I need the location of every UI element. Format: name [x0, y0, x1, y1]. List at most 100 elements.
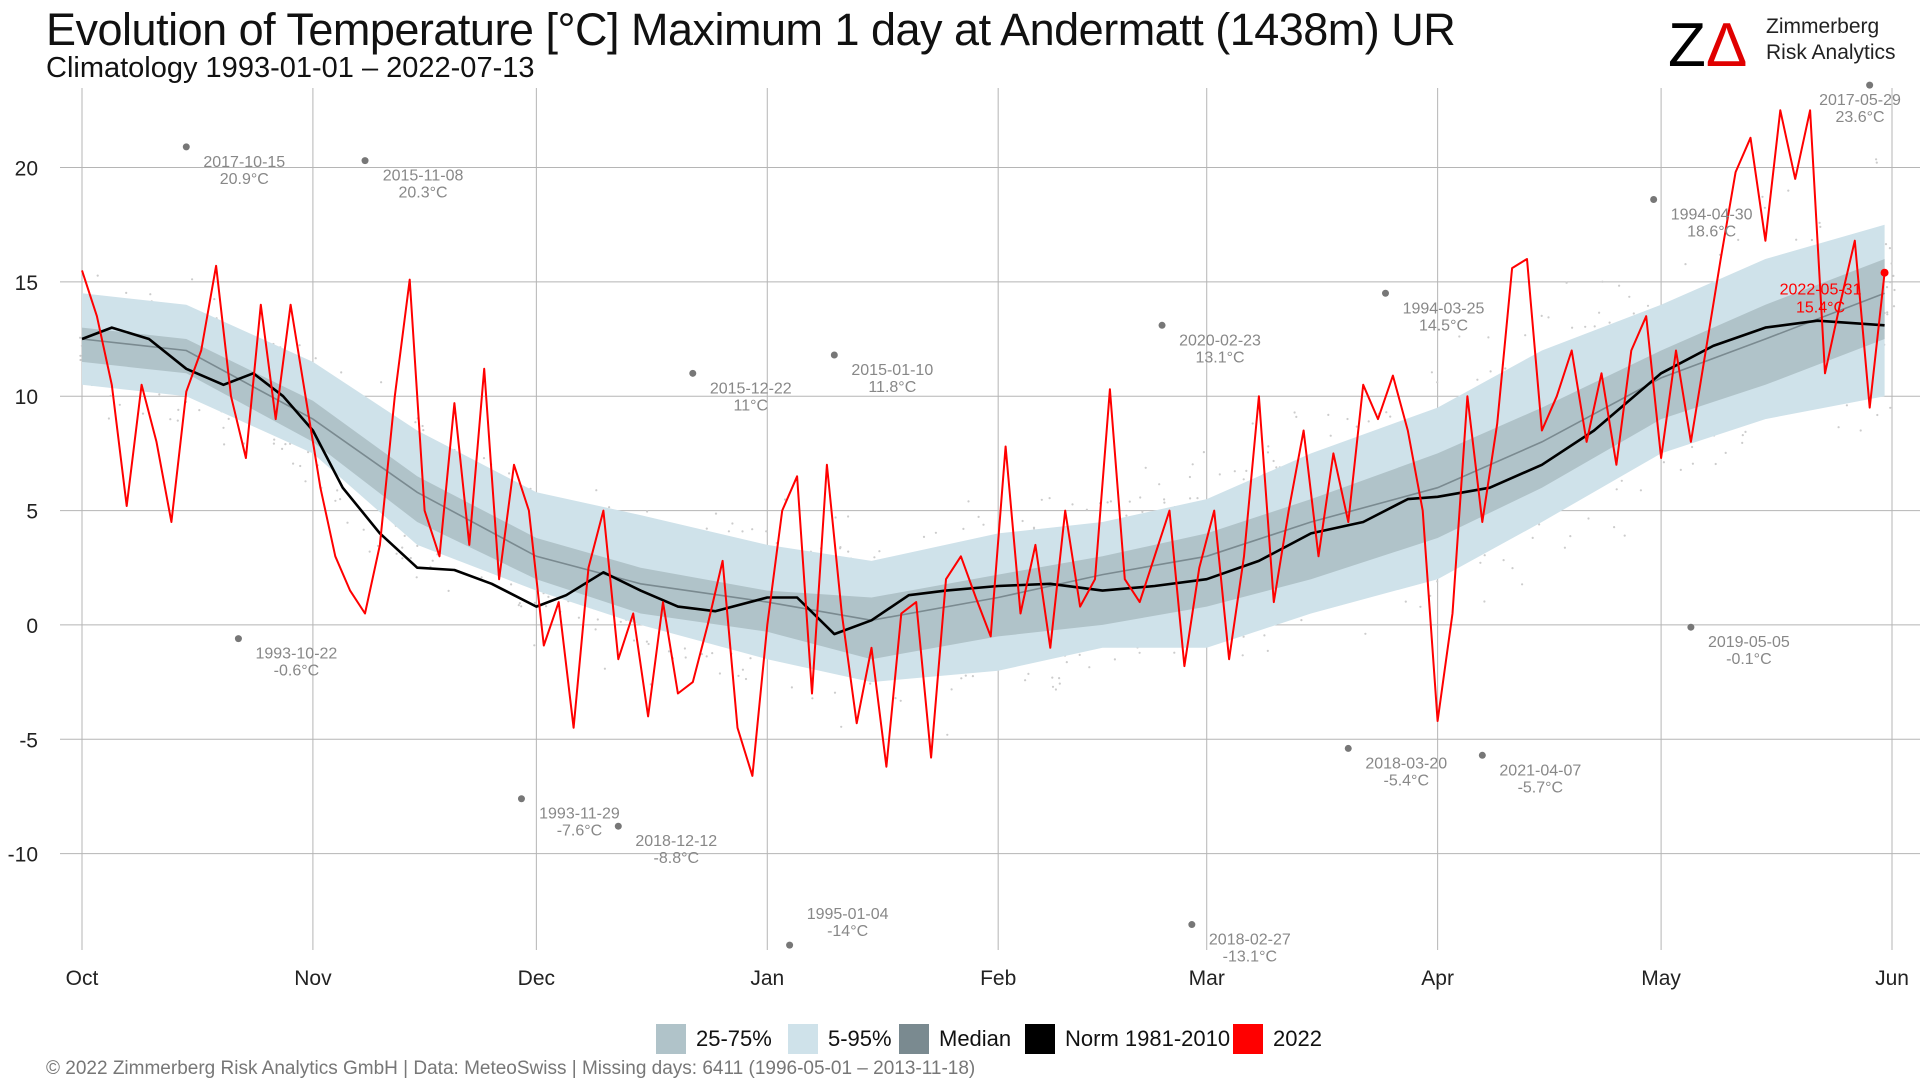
scatter-point: [1889, 406, 1892, 409]
scatter-point: [1364, 632, 1367, 635]
legend-label: Norm 1981-2010: [1065, 1026, 1231, 1051]
scatter-point: [177, 408, 180, 411]
record-date-label: 2019-05-05: [1708, 634, 1790, 651]
scatter-point: [1584, 325, 1587, 328]
scatter-point: [1714, 462, 1717, 466]
scatter-point: [409, 556, 412, 560]
scatter-point: [1598, 311, 1601, 314]
scatter-point: [1173, 651, 1176, 654]
scatter-point: [401, 546, 404, 549]
record-date-label: 2015-12-22: [710, 380, 792, 397]
scatter-point: [307, 451, 310, 454]
record-point: [1344, 744, 1352, 752]
y-tick-label: -10: [8, 844, 38, 867]
legend-label: 5-95%: [828, 1026, 892, 1051]
x-tick-label: Jun: [1875, 967, 1909, 990]
scatter-point: [1058, 677, 1061, 680]
legend-item: 2022: [1233, 1022, 1322, 1056]
scatter-point: [834, 516, 837, 519]
scatter-point: [213, 298, 216, 301]
logo-mark-icon: ZΔ: [1668, 11, 1747, 74]
scatter-point: [1691, 462, 1694, 465]
scatter-point: [765, 530, 768, 533]
scatter-point: [847, 515, 850, 518]
scatter-point: [298, 344, 301, 347]
scatter-point: [608, 506, 611, 509]
scatter-point: [737, 674, 740, 678]
scatter-point: [1346, 417, 1349, 421]
scatter-point: [894, 697, 897, 700]
record-date-label: 2021-04-07: [1499, 762, 1581, 779]
scatter-point: [1724, 451, 1727, 454]
scatter-point: [718, 672, 722, 675]
scatter-point: [684, 656, 687, 659]
record-point: [1478, 751, 1486, 759]
record-value-label: -7.6°C: [557, 823, 603, 840]
scatter-point: [284, 443, 287, 446]
scatter-point: [1593, 325, 1596, 328]
scatter-point: [847, 550, 850, 553]
scatter-point: [1138, 651, 1141, 654]
scatter-point: [1818, 221, 1821, 224]
record-date-label: 2018-03-20: [1365, 755, 1447, 772]
scatter-point: [79, 354, 82, 357]
x-tick-label: Feb: [980, 967, 1016, 990]
record-date-label: 2020-02-23: [1179, 332, 1261, 349]
x-tick-label: May: [1641, 967, 1681, 990]
scatter-point: [517, 604, 520, 607]
scatter-point: [1483, 554, 1486, 557]
logo-letter: ZΔ: [1668, 11, 1747, 74]
scatter-point: [1885, 286, 1889, 289]
scatter-point: [191, 278, 194, 281]
scatter-point: [368, 550, 371, 553]
scatter-point: [1051, 676, 1054, 679]
scatter-point: [79, 336, 82, 339]
scatter-point: [1202, 451, 1205, 454]
scatter-point: [647, 642, 650, 646]
scatter-point: [964, 674, 967, 677]
scatter-point: [222, 426, 225, 429]
scatter-point: [1761, 195, 1764, 198]
scatter-point: [1267, 445, 1270, 448]
scatter-point: [946, 733, 949, 736]
scatter-point: [1109, 500, 1112, 503]
scatter-point: [1242, 478, 1245, 481]
scatter-point: [1662, 461, 1665, 464]
scatter-point: [1787, 189, 1790, 192]
gridlines: [60, 88, 1920, 950]
scatter-point: [1571, 326, 1574, 329]
scatter-point: [1679, 468, 1682, 471]
record-date-label: 1994-03-25: [1403, 300, 1485, 317]
scatter-point: [1587, 517, 1590, 520]
record-value-label: 18.6°C: [1687, 224, 1736, 241]
scatter-point: [125, 291, 128, 294]
scatter-point: [962, 527, 965, 531]
scatter-point: [1141, 510, 1144, 513]
scatter-point: [1188, 475, 1191, 479]
legend-item: Norm 1981-2010: [1025, 1022, 1230, 1056]
axis-labels: -10 -5 0 5 10 15 20 Oct Nov Dec Jan Feb Mar Apr May Jun: [8, 157, 1909, 990]
scatter-point: [878, 550, 881, 553]
scatter-point: [1884, 243, 1888, 246]
scatter-point: [176, 419, 179, 422]
legend-label: Median: [939, 1026, 1012, 1051]
scatter-point: [395, 552, 398, 555]
scatter-point: [510, 583, 513, 586]
record-point: [234, 635, 242, 643]
record-point: [1158, 321, 1166, 329]
record-point: [1687, 623, 1695, 631]
y-tick-label: 10: [15, 386, 38, 409]
scatter-point: [705, 527, 708, 530]
scatter-point: [1404, 600, 1407, 603]
scatter-point: [645, 640, 649, 643]
scatter-point: [281, 447, 284, 450]
legend-item: Median: [899, 1022, 1011, 1056]
scatter-point: [1300, 619, 1303, 622]
scatter-point: [1521, 583, 1524, 586]
scatter-point: [149, 293, 152, 296]
scatter-point: [1251, 422, 1254, 425]
scatter-point: [1040, 498, 1043, 501]
scatter-point: [227, 417, 230, 420]
scatter-point: [1810, 238, 1813, 242]
